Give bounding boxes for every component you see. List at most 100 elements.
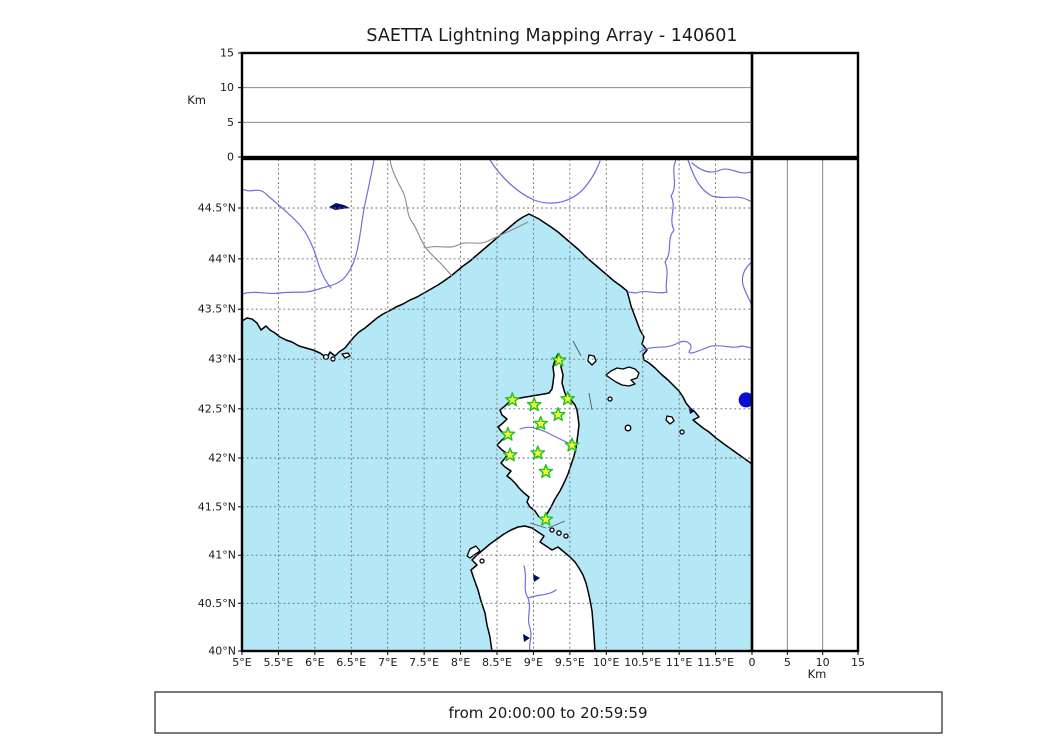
river-meander-arno — [627, 159, 677, 294]
lma-station-marker — [530, 445, 546, 460]
lon-tick-label: 5.5°E — [263, 656, 293, 669]
asinara-islet — [479, 558, 485, 564]
lon-tick-label: 7°E — [378, 656, 397, 669]
lon-tick-label: 6.5°E — [336, 656, 366, 669]
lma-station-marker — [550, 407, 566, 422]
lat-tick-label: 40.5°N — [198, 597, 236, 610]
giglio-island — [665, 415, 675, 425]
lma-station-marker — [502, 447, 518, 462]
right-km-tick-label: 0 — [749, 656, 756, 669]
lat-tick-label: 43.5°N — [198, 303, 236, 316]
elba-island — [605, 366, 640, 387]
lon-tick-label: 7.5°E — [409, 656, 439, 669]
lon-tick-label: 9°E — [524, 656, 543, 669]
map-panel — [242, 159, 752, 651]
border-branch-east — [425, 221, 529, 249]
alt-tick-label: 0 — [227, 151, 234, 164]
maddalena-islet-1 — [549, 527, 555, 533]
axis-tick-labels: 5°E 5.5°E 6°E 6.5°E 7°E 7.5°E 8°E 8.5°E 9°E 9.5°E… — [198, 47, 865, 670]
right-km-tick-label: 10 — [816, 656, 830, 669]
map-graticule — [242, 159, 752, 651]
axis-ticks — [238, 52, 859, 655]
lat-tick-label: 42°N — [208, 451, 236, 464]
map-markers — [500, 352, 752, 526]
time-range-box — [154, 691, 943, 734]
sardinia-coast — [470, 525, 596, 651]
sea-mark-4 — [547, 520, 566, 529]
lat-tick-label: 40°N — [208, 645, 236, 658]
small-islands — [322, 352, 685, 564]
river-sardinia — [523, 565, 532, 651]
hyeres-island-3 — [341, 352, 351, 359]
corner-panel-frame — [750, 51, 860, 159]
lon-tick-label: 10°E — [593, 656, 619, 669]
lma-station-marker — [538, 511, 554, 526]
right-km-tick-label: 5 — [784, 656, 791, 669]
river-rhone — [242, 188, 332, 289]
sea-line-marks — [529, 340, 593, 529]
lat-tick-label: 44.5°N — [198, 202, 236, 215]
lon-tick-label: 11°E — [666, 656, 692, 669]
lma-station-marker — [564, 437, 580, 452]
river-sardinia-branch — [527, 589, 557, 599]
source-dot-marker — [738, 392, 752, 408]
river-golo-corsica — [519, 426, 575, 448]
alt-tick-label: 5 — [227, 116, 234, 129]
alt-tick-label: 15 — [220, 47, 234, 60]
lma-station-marker — [504, 392, 520, 407]
river-top-right-2 — [687, 159, 752, 203]
sea-mark-2 — [588, 392, 593, 411]
time-range-text: from 20:00:00 to 20:59:59 — [448, 704, 647, 722]
lma-station-marker — [551, 352, 567, 367]
lon-tick-label: 11.5°E — [697, 656, 734, 669]
pianosa-island — [607, 396, 613, 402]
lake-sardinia-1 — [533, 574, 540, 582]
lat-tick-label: 41.5°N — [198, 500, 236, 513]
right-panel-gridlines — [786, 159, 824, 651]
maddalena-islet-2 — [556, 530, 562, 536]
lma-station-marker — [533, 415, 549, 430]
maddalena-islet-3 — [563, 533, 569, 539]
lon-tick-label: 8.5°E — [482, 656, 512, 669]
altitude-panel-frame — [240, 51, 754, 159]
capraia-island — [587, 354, 597, 366]
giannutri-island — [679, 429, 685, 435]
figure-title: SAETTA Lightning Mapping Array - 140601 — [366, 26, 737, 46]
lat-tick-label: 44°N — [208, 252, 236, 265]
sea-mark-1 — [572, 340, 582, 357]
lon-tick-label: 9.5°E — [555, 656, 585, 669]
lma-station-marker — [500, 426, 516, 441]
lon-tick-label: 6°E — [305, 656, 324, 669]
lat-tick-label: 41°N — [208, 549, 236, 562]
rivers — [242, 159, 752, 651]
lma-station-marker — [538, 464, 554, 479]
latitude-altitude-panel-frame — [750, 157, 860, 653]
lon-tick-label: 5°E — [232, 656, 251, 669]
river-right-edge — [741, 261, 752, 307]
hyeres-island-1 — [322, 353, 330, 361]
altitude-panel-gridlines — [242, 87, 752, 123]
lon-tick-label: 8°E — [451, 656, 470, 669]
lma-station-marker — [526, 397, 542, 412]
lake-sardinia-2 — [523, 634, 530, 642]
right-km-tick-label: 15 — [851, 656, 865, 669]
lon-tick-label: 10.5°E — [624, 656, 661, 669]
country-borders — [389, 159, 529, 277]
river-top-right-1 — [691, 162, 752, 175]
corsica-coast — [496, 353, 580, 520]
asinara-island — [466, 545, 481, 559]
montecristo-island — [624, 424, 632, 432]
border-france-italy — [389, 159, 453, 277]
altitude-axis-label-right: Km — [808, 667, 827, 681]
lagoon-orbetello — [689, 409, 695, 414]
river-po-arc — [489, 159, 601, 204]
lma-station-marker — [560, 391, 575, 406]
alt-tick-label: 10 — [220, 81, 234, 94]
sea-mark-3 — [529, 522, 547, 529]
river-durance — [242, 159, 375, 295]
lat-tick-label: 43°N — [208, 353, 236, 366]
lat-tick-label: 42.5°N — [198, 402, 236, 415]
river-tuscany — [639, 340, 752, 354]
